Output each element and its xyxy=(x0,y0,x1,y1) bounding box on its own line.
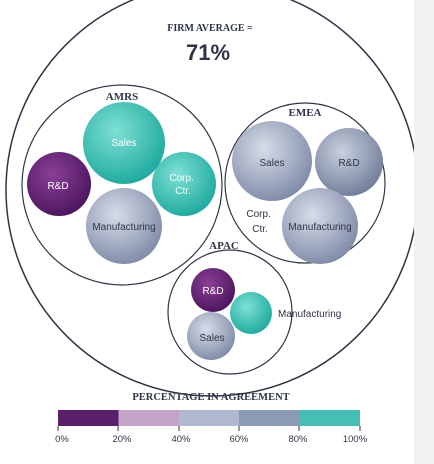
bubble-label-amrs-manufacturing: Manufacturing xyxy=(92,222,155,233)
legend-ticks xyxy=(57,426,361,431)
bubble-amrs-corp xyxy=(152,152,216,216)
bubble-apac-sales xyxy=(187,312,235,360)
region-circle-amrs xyxy=(21,84,223,286)
bubble-label-emea-corp-line1: Corp. xyxy=(246,209,270,220)
firm-average-value: 71% xyxy=(186,40,230,65)
region-circle-apac xyxy=(167,249,293,375)
region-label-apac: APAC xyxy=(209,240,239,252)
legend-color-bar xyxy=(58,410,360,426)
bubble-emea-manufacturing xyxy=(282,188,358,264)
bubble-label-apac-rd: R&D xyxy=(202,286,223,297)
bubble-label-emea-rd: R&D xyxy=(338,158,359,169)
bubble-label-apac-manufacturing: Manufacturing xyxy=(278,309,341,320)
bubble-label-apac-sales: Sales xyxy=(199,333,224,344)
legend-title: PERCENTAGE IN AGREEMENT xyxy=(132,392,289,403)
bubble-amrs-rd xyxy=(27,152,91,216)
chart-title: FIRM AVERAGE = xyxy=(167,23,253,34)
bubble-amrs-sales xyxy=(83,102,165,184)
bubble-amrs-manufacturing xyxy=(86,188,162,264)
bubble-label-amrs-sales: Sales xyxy=(111,138,136,149)
bubble-emea-rd xyxy=(315,128,383,196)
bubble-label-amrs-corp-line1: Corp. xyxy=(169,173,193,184)
legend-tick-label-40: 40% xyxy=(171,434,191,445)
legend-tick-label-20: 20% xyxy=(112,434,132,445)
bubble-label-amrs-corp-line2: Ctr. xyxy=(175,186,191,197)
right-edge-strip xyxy=(414,0,434,464)
legend-tick-label-0: 0% xyxy=(55,434,69,445)
bubble-label-emea-corp-line2: Ctr. xyxy=(252,224,268,235)
bubble-label-amrs-rd: R&D xyxy=(47,181,68,192)
bubble-apac-rd xyxy=(191,268,235,312)
bubble-emea-sales xyxy=(232,121,312,201)
bubble-label-amrs-corp: Corp. Ctr. xyxy=(169,173,196,197)
region-label-amrs: AMRS xyxy=(106,91,138,103)
region-label-emea: EMEA xyxy=(289,107,322,119)
legend-tick-label-100: 100% xyxy=(343,434,368,445)
bubble-label-emea-corp: Corp. Ctr. xyxy=(246,209,273,235)
bubble-label-emea-manufacturing: Manufacturing xyxy=(288,222,351,233)
bubble-apac-manufacturing xyxy=(230,292,272,334)
legend-tick-label-80: 80% xyxy=(288,434,308,445)
legend-tick-label-60: 60% xyxy=(229,434,249,445)
bubble-label-emea-sales: Sales xyxy=(259,158,284,169)
